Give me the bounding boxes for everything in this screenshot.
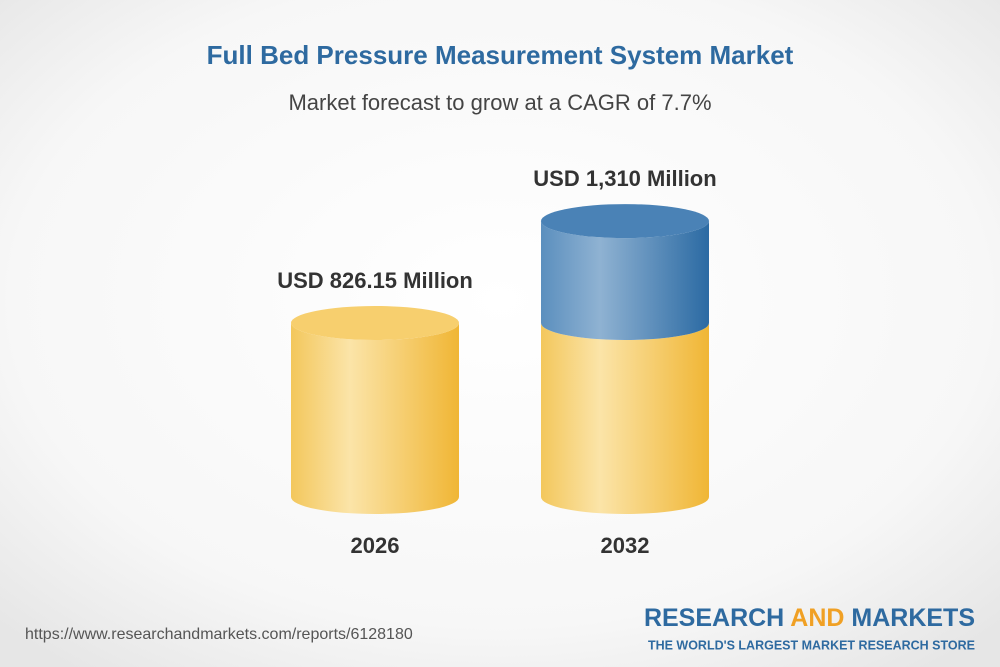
- chart-title: Full Bed Pressure Measurement System Mar…: [207, 40, 794, 70]
- chart-subtitle: Market forecast to grow at a CAGR of 7.7…: [288, 90, 711, 115]
- logo-word: MARKETS: [851, 604, 975, 632]
- cylinder: [291, 306, 459, 514]
- cylinder-top: [291, 306, 459, 340]
- logo-tagline: THE WORLD'S LARGEST MARKET RESEARCH STOR…: [648, 638, 975, 652]
- cylinder: [541, 204, 709, 514]
- source-url: https://www.researchandmarkets.com/repor…: [25, 626, 413, 643]
- logo-word: RESEARCH: [644, 604, 784, 632]
- cylinder-body: [541, 323, 709, 514]
- x-tick-label: 2026: [351, 533, 400, 558]
- value-label: USD 1,310 Million: [533, 166, 716, 191]
- logo: RESEARCH AND MARKETS: [644, 604, 975, 632]
- x-tick-label: 2032: [601, 533, 650, 558]
- cylinder-top: [541, 204, 709, 239]
- cylinder-body: [291, 323, 459, 514]
- logo-word: AND: [790, 604, 844, 632]
- cylinder-growth: [541, 221, 709, 340]
- value-label: USD 826.15 Million: [277, 268, 473, 293]
